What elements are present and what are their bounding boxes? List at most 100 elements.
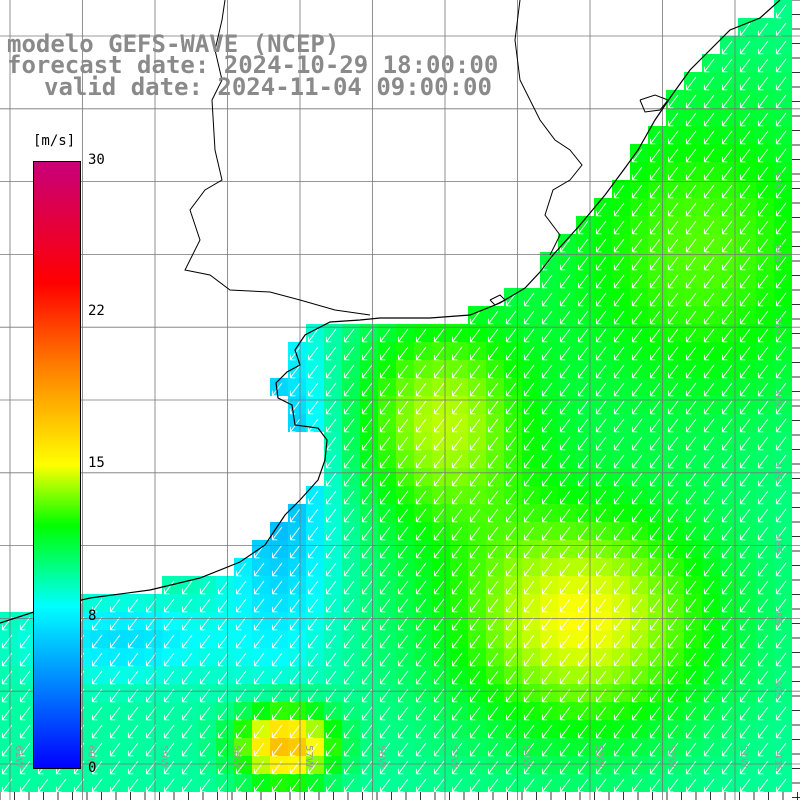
wind-arrow: [307, 544, 319, 559]
wind-arrow: [559, 616, 571, 631]
wind-arrow: [523, 544, 535, 559]
wind-arrow: [667, 580, 679, 595]
wind-arrow: [307, 328, 319, 343]
wind-arrow: [649, 274, 661, 289]
wind-arrow: [343, 562, 355, 577]
wind-arrow: [127, 760, 139, 775]
wind-arrow: [109, 670, 121, 685]
wind-arrow: [415, 778, 427, 793]
wind-arrow: [307, 508, 319, 523]
wind-arrow: [775, 166, 787, 181]
wind-arrow: [631, 562, 643, 577]
wind-arrow: [181, 580, 193, 595]
wind-arrow: [541, 454, 553, 469]
wind-arrow: [739, 508, 751, 523]
wind-arrow: [271, 706, 283, 721]
wind-arrow: [775, 490, 787, 505]
wind-arrow: [199, 616, 211, 631]
wind-arrow: [775, 652, 787, 667]
wind-arrow: [415, 562, 427, 577]
wind-arrow: [487, 364, 499, 379]
wind-arrow: [505, 436, 517, 451]
wind-arrow: [487, 472, 499, 487]
wind-arrow: [667, 616, 679, 631]
wind-arrow: [667, 670, 679, 685]
wind-arrow: [415, 742, 427, 757]
wind-arrow: [325, 526, 337, 541]
wind-arrow: [703, 364, 715, 379]
wind-arrow: [721, 508, 733, 523]
wind-arrow: [415, 454, 427, 469]
wind-arrow: [523, 292, 535, 307]
wind-arrow: [667, 652, 679, 667]
wind-arrow: [667, 166, 679, 181]
wind-arrow: [631, 256, 643, 271]
wind-arrow: [361, 670, 373, 685]
wind-arrow: [757, 112, 769, 127]
wind-arrow: [559, 706, 571, 721]
wind-arrow: [253, 562, 265, 577]
wind-arrow: [145, 778, 157, 793]
wind-arrow: [703, 292, 715, 307]
wind-arrow: [595, 274, 607, 289]
wind-arrow: [469, 328, 481, 343]
wind-arrow: [631, 544, 643, 559]
wind-arrow: [667, 328, 679, 343]
wind-arrow: [595, 580, 607, 595]
wind-arrow: [181, 634, 193, 649]
wind-arrow: [613, 760, 625, 775]
wind-arrow: [775, 526, 787, 541]
wind-arrow: [739, 652, 751, 667]
wind-arrow: [739, 418, 751, 433]
wind-arrow: [379, 328, 391, 343]
wind-arrow: [721, 580, 733, 595]
wind-arrow: [343, 436, 355, 451]
wind-arrow: [577, 310, 589, 325]
wind-arrow: [523, 616, 535, 631]
wind-arrow: [289, 562, 301, 577]
wind-arrow: [775, 40, 787, 55]
wind-arrow: [631, 220, 643, 235]
wind-arrow: [775, 436, 787, 451]
wind-arrow: [271, 778, 283, 793]
wind-arrow: [775, 112, 787, 127]
wind-arrow: [577, 580, 589, 595]
wind-arrow: [271, 670, 283, 685]
wind-arrow: [451, 364, 463, 379]
wind-arrow: [595, 256, 607, 271]
wind-arrow: [667, 310, 679, 325]
wind-arrow: [451, 634, 463, 649]
wind-arrow: [307, 778, 319, 793]
wind-arrow: [487, 382, 499, 397]
wind-arrow: [397, 508, 409, 523]
wind-arrow: [649, 166, 661, 181]
wind-arrow: [505, 490, 517, 505]
wind-arrow: [757, 58, 769, 73]
wind-arrow: [379, 634, 391, 649]
wind-arrow: [559, 454, 571, 469]
wind-arrow: [775, 454, 787, 469]
wind-arrow: [667, 112, 679, 127]
wind-arrow: [289, 670, 301, 685]
wind-arrow: [325, 760, 337, 775]
wind-arrow: [343, 598, 355, 613]
wind-arrow: [505, 634, 517, 649]
wind-arrow: [343, 724, 355, 739]
wind-arrow: [487, 346, 499, 361]
wind-arrow: [757, 562, 769, 577]
wind-arrow: [613, 508, 625, 523]
wind-arrow: [757, 94, 769, 109]
wind-arrow: [325, 670, 337, 685]
wind-arrow: [703, 202, 715, 217]
wind-arrow: [649, 778, 661, 793]
wind-arrow: [703, 760, 715, 775]
wind-arrow: [307, 724, 319, 739]
wind-arrow: [433, 382, 445, 397]
wind-arrow: [127, 634, 139, 649]
valid-date: valid date: 2024-11-04 09:00:00: [44, 73, 492, 101]
wind-arrow: [685, 652, 697, 667]
wind-arrow: [433, 742, 445, 757]
wind-arrow: [451, 616, 463, 631]
wind-arrow: [613, 184, 625, 199]
wind-arrow: [127, 616, 139, 631]
